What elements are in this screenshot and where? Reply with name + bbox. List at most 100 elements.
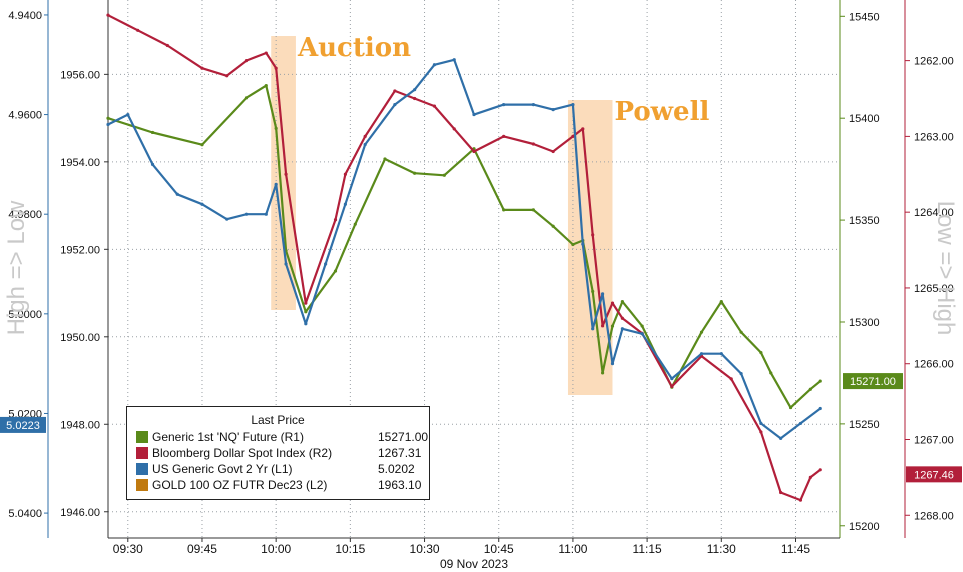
data-point-us2y — [393, 103, 397, 107]
data-point-us2y — [798, 421, 803, 426]
data-point-dxy — [264, 51, 268, 55]
data-point-us2y — [759, 421, 763, 426]
data-point-dxy — [274, 66, 278, 70]
data-point-nq — [769, 371, 773, 375]
last-value-tag-bg — [906, 466, 962, 483]
data-point-nq — [150, 130, 155, 135]
data-point-dxy — [600, 324, 605, 328]
legend-swatch-us2y — [136, 463, 148, 475]
data-point-nq — [442, 173, 446, 177]
right-inner-tick-label: 15350 — [849, 215, 880, 227]
right-outer-axis-title: Low => High — [932, 201, 959, 336]
x-tick-label: 11:15 — [633, 542, 662, 556]
right-outer-tick-label: 1267.00 — [914, 434, 954, 446]
data-point-dxy — [432, 104, 437, 108]
data-point-dxy — [620, 316, 624, 320]
data-point-nq — [808, 387, 812, 391]
data-point-us2y — [225, 217, 229, 221]
left-outer-axis-title: High => Low — [3, 200, 30, 335]
data-point-us2y — [818, 406, 822, 411]
legend-name-gold: GOLD 100 OZ FUTR Dec23 (L2) — [152, 478, 328, 492]
data-point-us2y — [581, 242, 585, 246]
data-point-dxy — [106, 13, 110, 17]
legend-entry: Bloomberg Dollar Spot Index (R2) 1267.31 — [127, 445, 429, 461]
right-inner-tick-label: 15200 — [849, 521, 880, 533]
data-point-nq — [719, 300, 723, 304]
annotation-label-powell: Powell — [614, 97, 709, 127]
data-point-dxy — [363, 134, 367, 138]
right-outer-tick-label: 1266.00 — [914, 359, 954, 371]
data-point-nq — [304, 310, 308, 314]
left-outer-tick-label: 4.9600 — [8, 110, 42, 122]
x-tick-label: 09:45 — [187, 542, 217, 556]
data-point-nq — [413, 171, 417, 175]
data-point-nq — [759, 350, 763, 355]
legend-swatch-gold — [136, 479, 148, 491]
data-point-us2y — [432, 63, 437, 67]
data-point-us2y — [571, 103, 575, 107]
data-point-dxy — [798, 498, 803, 502]
data-point-us2y — [452, 58, 456, 62]
data-point-us2y — [699, 352, 704, 356]
data-point-us2y — [413, 88, 417, 92]
left-outer-tick-label: 5.0000 — [8, 309, 42, 321]
data-point-nq — [264, 83, 268, 88]
legend-entry: GOLD 100 OZ FUTR Dec23 (L2) 1963.10 — [127, 477, 429, 493]
data-point-dxy — [304, 301, 308, 305]
data-point-nq — [620, 300, 624, 304]
series-lines — [106, 13, 822, 502]
data-point-dxy — [136, 28, 140, 32]
data-point-dxy — [571, 134, 575, 138]
x-date-label: 09 Nov 2023 — [440, 557, 508, 571]
data-point-us2y — [739, 372, 743, 376]
data-point-dxy — [343, 172, 348, 176]
legend-value-dxy: 1267.31 — [378, 446, 422, 460]
data-point-dxy — [729, 377, 733, 381]
data-point-nq — [600, 371, 605, 375]
series-line-nq — [107, 84, 821, 409]
data-point-nq — [200, 143, 204, 147]
axis-labels: Auction Powell 4.9400 4.9600 4.9800 5.0000 5.0… — [0, 10, 962, 571]
data-point-dxy — [452, 127, 456, 131]
data-point-dxy — [165, 43, 169, 48]
data-point-dxy — [502, 134, 506, 138]
legend: Last Price Generic 1st 'NQ' Future (R1) … — [126, 406, 430, 500]
right-inner-tick-label: 15250 — [849, 419, 880, 431]
data-point-dxy — [284, 172, 288, 176]
legend-name-nq: Generic 1st 'NQ' Future (R1) — [152, 430, 304, 444]
data-point-us2y — [175, 192, 179, 196]
data-point-nq — [610, 324, 615, 328]
data-point-us2y — [531, 103, 535, 107]
data-point-nq — [106, 116, 110, 120]
data-point-dxy — [610, 301, 615, 305]
right-inner-tick-label: 15400 — [849, 113, 880, 125]
data-point-us2y — [200, 202, 204, 206]
data-point-nq — [383, 157, 387, 161]
data-point-us2y — [670, 376, 674, 381]
x-tick-label: 10:45 — [484, 542, 514, 556]
legend-value-nq: 15271.00 — [378, 430, 429, 444]
data-point-nq — [818, 379, 822, 383]
legend-name-dxy: Bloomberg Dollar Spot Index (R2) — [152, 446, 333, 460]
x-tick-label: 11:45 — [781, 542, 810, 556]
last-value-tag-bg — [843, 373, 903, 390]
data-point-us2y — [610, 362, 615, 366]
legend-name-us2y: US Generic Govt 2 Yr (L1) — [152, 462, 293, 476]
x-tick-label: 11:00 — [558, 542, 587, 556]
right-outer-tick-label: 1268.00 — [914, 510, 954, 522]
left-inner-tick-label: 1956.00 — [60, 69, 100, 81]
x-tick-label: 10:15 — [335, 542, 365, 556]
data-point-nq — [274, 126, 278, 130]
legend-value-us2y: 5.0202 — [378, 462, 415, 476]
data-point-dxy — [551, 149, 555, 154]
data-point-dxy — [333, 218, 338, 222]
data-point-dxy — [225, 74, 229, 78]
data-point-us2y — [502, 103, 506, 107]
right-outer-tick-label: 1262.00 — [914, 56, 954, 68]
data-point-us2y — [551, 107, 555, 112]
legend-value-gold: 1963.10 — [378, 478, 422, 492]
data-point-nq — [531, 208, 535, 212]
series-line-dxy — [107, 14, 821, 502]
